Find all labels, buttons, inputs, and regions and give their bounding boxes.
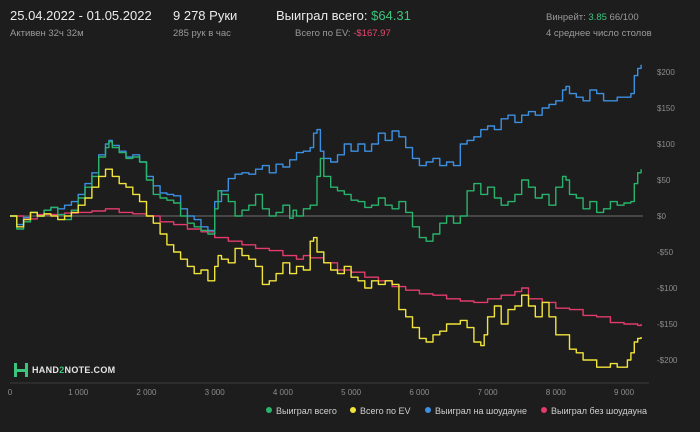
hands-count: 9 278 Руки bbox=[173, 8, 238, 23]
x-tick-label: 2 000 bbox=[136, 388, 157, 397]
avg-tables: 4 среднее число столов bbox=[546, 28, 652, 39]
winrate-label: Винрейт: bbox=[546, 12, 586, 23]
hand2note-logo-text: HAND2NOTE.COM bbox=[32, 365, 116, 375]
chart-lines bbox=[10, 64, 642, 368]
legend-item-won-total[interactable]: Выиграл всего bbox=[266, 406, 337, 416]
hand2note-logo: HAND2NOTE.COM bbox=[14, 363, 115, 377]
hand2note-logo-icon bbox=[14, 363, 28, 377]
date-range: 25.04.2022 - 01.05.2022 bbox=[10, 8, 152, 23]
series-won-total-line bbox=[10, 141, 642, 242]
y-tick-label: -$50 bbox=[657, 248, 674, 257]
x-tick-label: 3 000 bbox=[205, 388, 226, 397]
winrate-value: 3.85 bbox=[588, 12, 607, 23]
x-tick-label: 6 000 bbox=[409, 388, 430, 397]
winrate: Винрейт: 3.85 66/100 bbox=[546, 12, 639, 23]
x-tick-label: 7 000 bbox=[478, 388, 499, 397]
chart-axes: $200 $150 $100 $50 $0 -$50 -$100 -$150 -$200 0 1 0… bbox=[8, 68, 678, 397]
x-tick-label: 0 bbox=[8, 388, 13, 397]
y-tick-label: $200 bbox=[657, 68, 675, 77]
x-tick-label: 8 000 bbox=[546, 388, 567, 397]
chart-legend: Выиграл всего Всего по EV Выиграл на шоу… bbox=[0, 406, 700, 420]
legend-dot-icon bbox=[266, 407, 272, 413]
x-tick-label: 1 000 bbox=[68, 388, 89, 397]
y-tick-label: $50 bbox=[657, 176, 671, 185]
x-tick-label: 5 000 bbox=[341, 388, 362, 397]
y-tick-label: $0 bbox=[657, 212, 666, 221]
ev-label: Всего по EV: bbox=[295, 28, 351, 39]
legend-dot-icon bbox=[425, 407, 431, 413]
legend-dot-icon bbox=[541, 407, 547, 413]
won-total-label: Выиграл всего: bbox=[276, 8, 368, 23]
legend-dot-icon bbox=[350, 407, 356, 413]
legend-item-ev[interactable]: Всего по EV bbox=[350, 406, 410, 416]
legend-item-non-showdown[interactable]: Выиграл без шоудауна bbox=[541, 406, 647, 416]
active-time: Активен 32ч 32м bbox=[10, 28, 84, 39]
series-ev-line bbox=[10, 168, 642, 368]
winrate-unit: 66/100 bbox=[609, 12, 639, 23]
ev-total: Всего по EV: -$167.97 bbox=[295, 28, 391, 39]
y-tick-label: -$200 bbox=[657, 356, 678, 365]
legend-item-showdown[interactable]: Выиграл на шоудауне bbox=[425, 406, 527, 416]
y-tick-label: -$150 bbox=[657, 320, 678, 329]
ev-value: -$167.97 bbox=[353, 28, 391, 39]
won-total: Выиграл всего: $64.31 bbox=[276, 8, 411, 23]
x-tick-label: 4 000 bbox=[273, 388, 294, 397]
y-tick-label: -$100 bbox=[657, 284, 678, 293]
y-tick-label: $100 bbox=[657, 140, 675, 149]
x-tick-label: 9 000 bbox=[614, 388, 635, 397]
hands-per-hour: 285 рук в час bbox=[173, 28, 231, 39]
series-non-showdown-line bbox=[10, 208, 642, 327]
y-tick-label: $150 bbox=[657, 104, 675, 113]
won-total-value: $64.31 bbox=[371, 8, 411, 23]
series-showdown-line bbox=[10, 64, 642, 232]
